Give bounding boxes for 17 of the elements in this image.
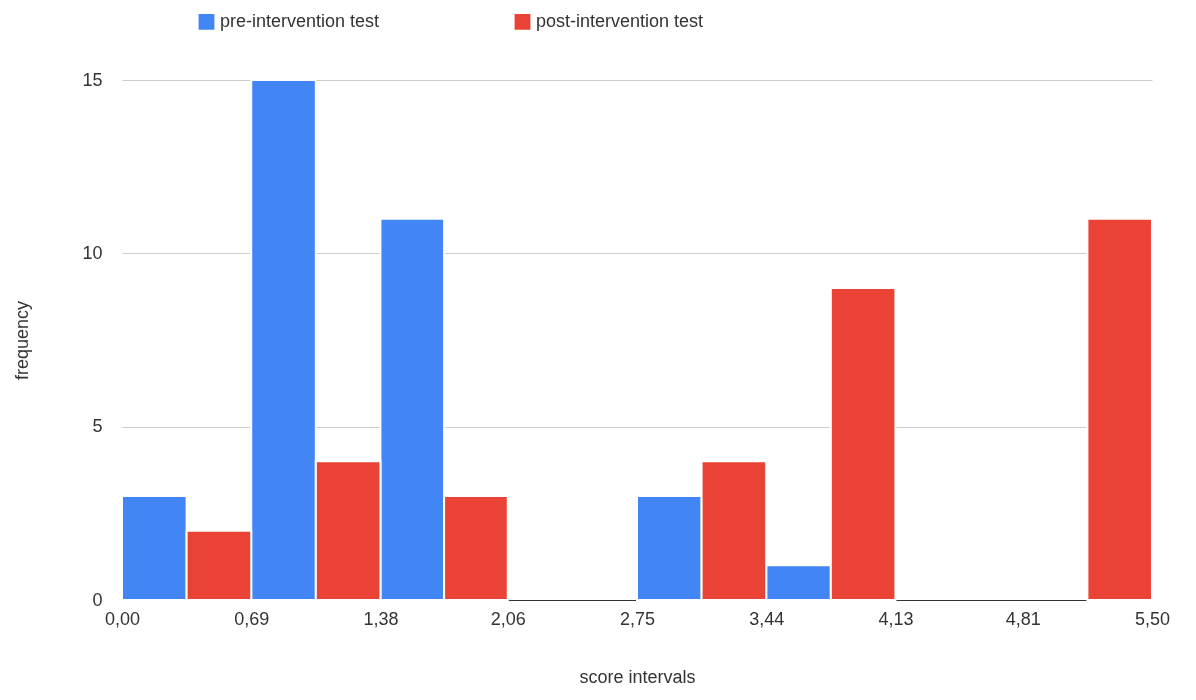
x-tick-label: 5,50 bbox=[1134, 608, 1171, 629]
x-tick-label: 2,75 bbox=[619, 608, 656, 629]
y-tick-label: 5 bbox=[92, 416, 103, 437]
x-tick-label: 4,81 bbox=[1005, 608, 1041, 629]
y-axis-title: frequency bbox=[12, 300, 33, 381]
y-tick-label: 0 bbox=[92, 589, 103, 610]
y-tick-label: 10 bbox=[82, 242, 103, 263]
x-tick-label: 0,00 bbox=[104, 608, 141, 629]
x-tick-label: 4,13 bbox=[878, 608, 914, 629]
y-tick-label: 15 bbox=[82, 69, 103, 90]
legend-label: pre-intervention test bbox=[220, 10, 380, 31]
x-tick-label: 3,44 bbox=[749, 608, 785, 629]
x-tick-label: 2,06 bbox=[490, 608, 526, 629]
x-axis-title: score intervals bbox=[579, 666, 696, 687]
x-tick-label: 1,38 bbox=[363, 608, 399, 629]
x-tick-label: 0,69 bbox=[234, 608, 270, 629]
legend-label: post-intervention test bbox=[536, 10, 704, 31]
